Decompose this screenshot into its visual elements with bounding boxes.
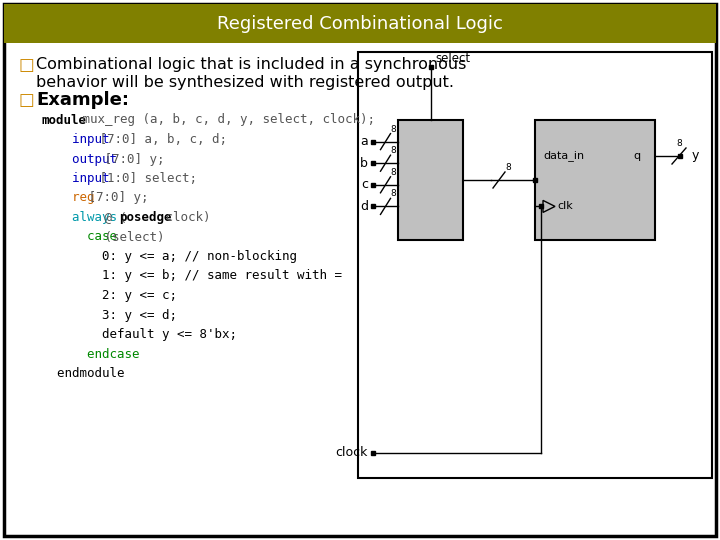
Text: default y <= 8'bx;: default y <= 8'bx;	[42, 328, 237, 341]
Text: □: □	[18, 56, 34, 74]
Text: behavior will be synthesized with registered output.: behavior will be synthesized with regist…	[36, 75, 454, 90]
Text: input: input	[42, 172, 109, 185]
Bar	[358, 52, 712, 478]
Text: y: y	[692, 150, 699, 163]
Bar	[398, 120, 463, 240]
Text: q: q	[633, 151, 640, 161]
Text: 3: y <= d;: 3: y <= d;	[42, 308, 177, 321]
Text: [1:0] select;: [1:0] select;	[91, 172, 197, 185]
Text: [7:0] y;: [7:0] y;	[81, 192, 148, 205]
Text: Registered Combinational Logic: Registered Combinational Logic	[217, 15, 503, 33]
Text: 8: 8	[390, 125, 396, 133]
Text: 8: 8	[676, 139, 682, 148]
Text: 2: y <= c;: 2: y <= c;	[42, 289, 177, 302]
Text: □: □	[18, 91, 34, 109]
Text: clock): clock)	[158, 211, 210, 224]
Text: 8: 8	[505, 163, 510, 172]
Text: b: b	[360, 157, 368, 170]
Text: always: always	[42, 211, 117, 224]
Bar	[4, 4, 716, 43]
Text: 0: y <= a; // non-blocking: 0: y <= a; // non-blocking	[42, 250, 297, 263]
Text: input: input	[42, 133, 109, 146]
Text: output: output	[42, 152, 117, 165]
Text: Example:: Example:	[36, 91, 129, 109]
Text: reg: reg	[42, 192, 94, 205]
Text: 8: 8	[390, 146, 396, 155]
Text: clk: clk	[557, 201, 572, 211]
Text: clock: clock	[336, 447, 368, 460]
Text: endmodule: endmodule	[42, 367, 125, 380]
Text: mux_reg (a, b, c, d, y, select, clock);: mux_reg (a, b, c, d, y, select, clock);	[75, 113, 375, 126]
Text: data_in: data_in	[543, 151, 584, 161]
Text: a: a	[360, 135, 368, 148]
Text: posedge: posedge	[120, 211, 172, 224]
Text: module: module	[42, 113, 87, 126]
Bar	[535, 120, 655, 240]
Text: (select): (select)	[97, 231, 165, 244]
Text: d: d	[360, 200, 368, 213]
Text: [7:0] y;: [7:0] y;	[97, 152, 165, 165]
Text: endcase: endcase	[42, 348, 140, 361]
Text: case: case	[42, 231, 117, 244]
Text: [7:0] a, b, c, d;: [7:0] a, b, c, d;	[91, 133, 227, 146]
Text: 1: y <= b; // same result with =: 1: y <= b; // same result with =	[42, 269, 342, 282]
Text: 8: 8	[390, 168, 396, 177]
Text: select: select	[436, 52, 471, 65]
Text: 8: 8	[390, 190, 396, 198]
Text: Combinational logic that is included in a synchronous: Combinational logic that is included in …	[36, 57, 467, 71]
Text: c: c	[361, 178, 368, 191]
Text: @ (: @ (	[97, 211, 127, 224]
